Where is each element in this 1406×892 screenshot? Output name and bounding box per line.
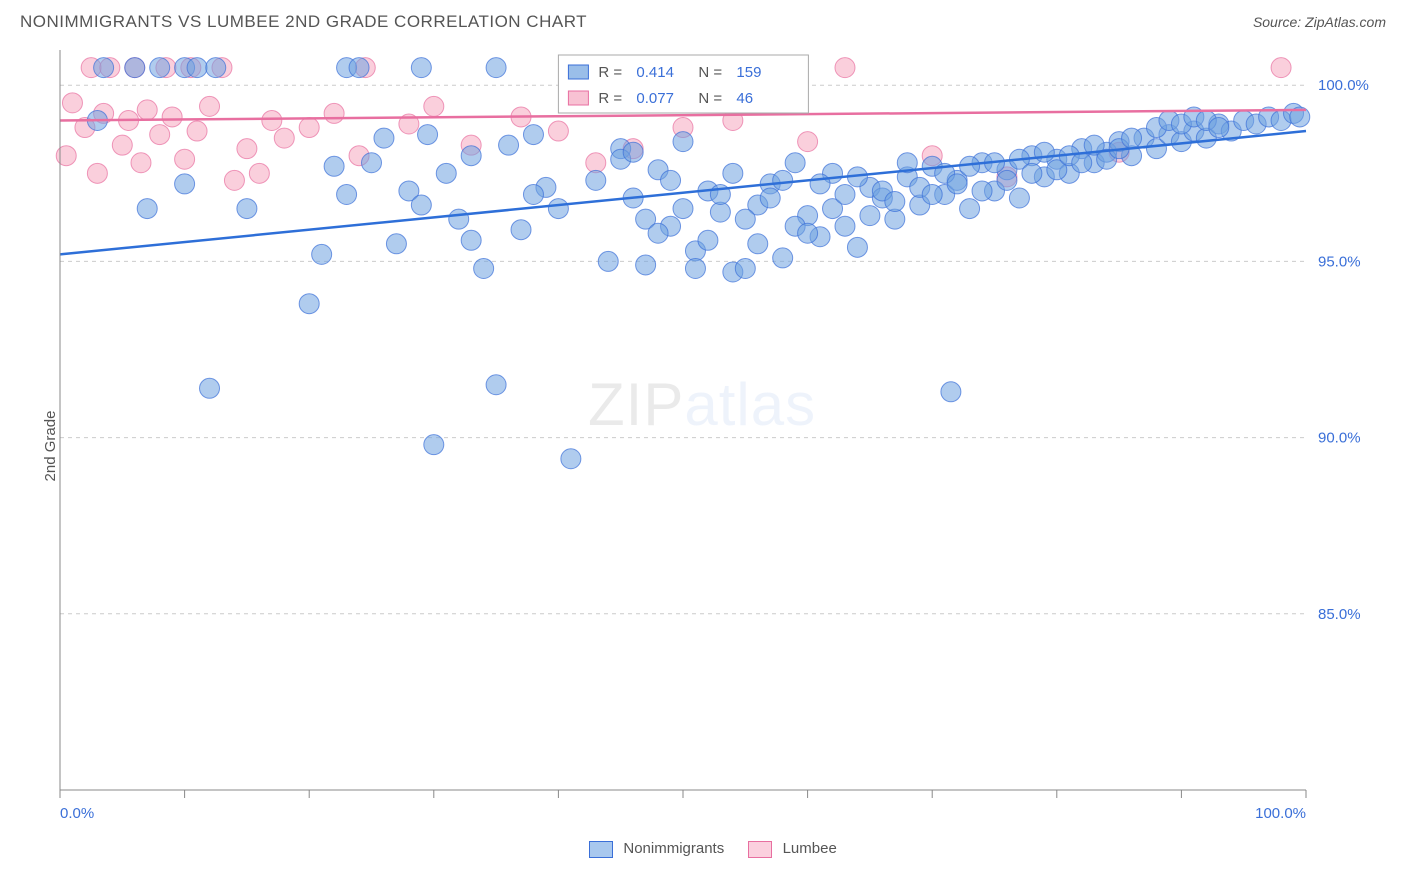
chart-source: Source: ZipAtlas.com — [1253, 14, 1386, 30]
legend-label-nonimmigrants: Nonimmigrants — [623, 840, 724, 857]
svg-text:46: 46 — [736, 90, 753, 107]
svg-text:R =: R = — [598, 64, 622, 81]
svg-text:159: 159 — [736, 64, 761, 81]
svg-text:0.077: 0.077 — [636, 90, 674, 107]
svg-text:0.414: 0.414 — [636, 64, 674, 81]
svg-text:0.0%: 0.0% — [60, 805, 94, 822]
chart-area: 85.0% 90.0% 95.0% 100.0% ZIPatlas 0.0% 100.0% R… — [50, 40, 1386, 830]
svg-text:85.0%: 85.0% — [1318, 606, 1361, 623]
scatter-chart: 85.0% 90.0% 95.0% 100.0% ZIPatlas 0.0% 100.0% R… — [50, 40, 1386, 830]
svg-text:N =: N = — [698, 90, 722, 107]
svg-text:N =: N = — [698, 64, 722, 81]
chart-header: NONIMMIGRANTS VS LUMBEE 2ND GRADE CORREL… — [0, 0, 1406, 40]
bottom-legend: Nonimmigrants Lumbee — [0, 830, 1406, 858]
svg-text:100.0%: 100.0% — [1318, 77, 1369, 94]
svg-text:ZIPatlas: ZIPatlas — [588, 371, 816, 438]
legend-swatch-lumbee — [748, 841, 772, 858]
legend-label-lumbee: Lumbee — [783, 840, 837, 857]
svg-text:95.0%: 95.0% — [1318, 253, 1361, 270]
svg-text:R =: R = — [598, 90, 622, 107]
chart-title: NONIMMIGRANTS VS LUMBEE 2ND GRADE CORREL… — [20, 12, 587, 32]
svg-text:100.0%: 100.0% — [1255, 805, 1306, 822]
legend-swatch-nonimmigrants — [589, 841, 613, 858]
svg-text:90.0%: 90.0% — [1318, 430, 1361, 447]
